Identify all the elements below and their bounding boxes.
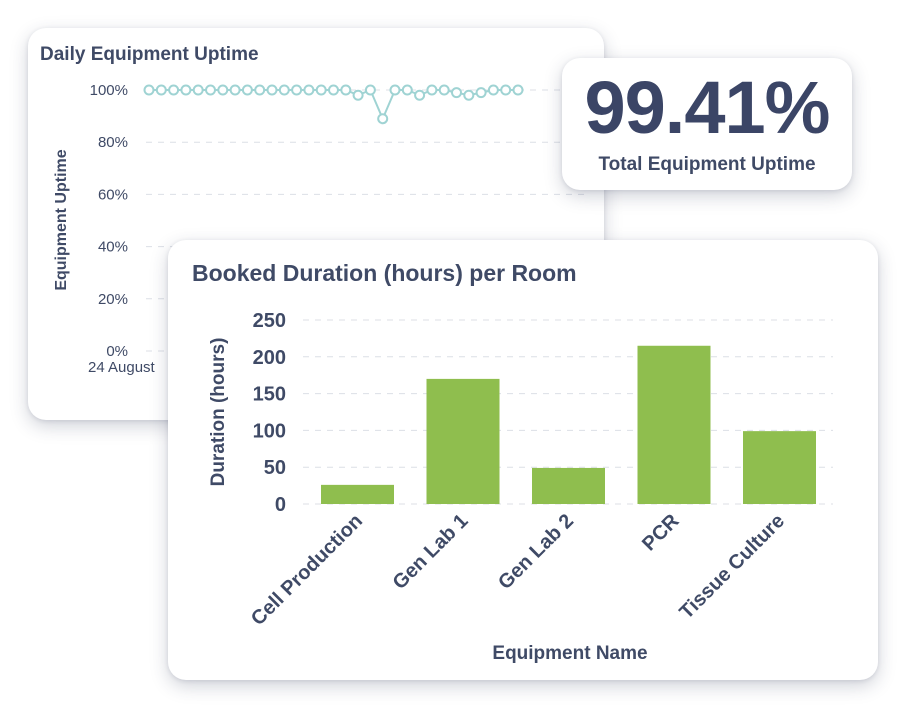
uptime-point bbox=[451, 87, 462, 99]
bar-x-tick-label: Cell Production bbox=[247, 510, 367, 630]
bar-y-tick-label: 250 bbox=[253, 310, 286, 332]
bar-card: Booked Duration (hours) per Room 0 50 100 1… bbox=[168, 240, 878, 680]
uptime-point bbox=[143, 84, 155, 96]
uptime-point bbox=[438, 84, 450, 96]
uptime-point bbox=[377, 113, 389, 125]
bar bbox=[743, 431, 816, 504]
bar-x-axis-title: Equipment Name bbox=[492, 643, 647, 664]
bar-y-tick-label: 200 bbox=[253, 347, 286, 369]
uptime-point bbox=[401, 84, 413, 96]
uptime-y-tick-label: 60% bbox=[98, 186, 128, 203]
bar-y-tick-label: 150 bbox=[253, 384, 286, 406]
bar-x-tick-label: Gen Lab 1 bbox=[389, 510, 473, 594]
uptime-point bbox=[192, 84, 204, 96]
uptime-point bbox=[254, 84, 266, 96]
bar-x-tick-label: Tissue Culture bbox=[676, 510, 790, 624]
uptime-point bbox=[352, 89, 364, 101]
kpi-card: 99.41% Total Equipment Uptime bbox=[562, 58, 852, 190]
uptime-point bbox=[205, 84, 216, 96]
bar bbox=[532, 467, 605, 504]
uptime-point bbox=[217, 84, 229, 96]
bar-y-tick-label: 100 bbox=[253, 420, 286, 442]
kpi-label: Total Equipment Uptime bbox=[598, 154, 816, 175]
bar-y-tick-label: 50 bbox=[264, 457, 286, 479]
bar bbox=[321, 484, 394, 504]
uptime-point bbox=[229, 84, 241, 96]
bar-chart: 0 50 100 150 200 250 Duration (hours) Cell Prod… bbox=[208, 310, 833, 664]
uptime-y-tick-label: 20% bbox=[98, 291, 128, 308]
bar-y-tick-label: 0 bbox=[275, 494, 286, 516]
uptime-y-tick-label: 40% bbox=[98, 239, 128, 256]
uptime-point bbox=[328, 84, 339, 96]
uptime-point bbox=[168, 84, 180, 96]
bar bbox=[426, 378, 500, 504]
uptime-point bbox=[266, 84, 278, 96]
uptime-y-tick-label: 80% bbox=[98, 134, 128, 151]
uptime-point bbox=[389, 84, 401, 96]
uptime-y-tick-label: 100% bbox=[90, 82, 128, 99]
bar bbox=[637, 345, 711, 504]
uptime-point bbox=[487, 84, 499, 96]
bar-y-axis-title: Duration (hours) bbox=[208, 338, 229, 487]
uptime-x-tick-label: 24 August bbox=[88, 359, 156, 376]
uptime-point bbox=[463, 89, 475, 101]
bar-chart-title: Booked Duration (hours) per Room bbox=[192, 260, 577, 286]
bar-x-tick-label: PCR bbox=[638, 510, 684, 556]
uptime-point bbox=[500, 84, 512, 96]
uptime-point bbox=[303, 84, 315, 96]
uptime-point bbox=[475, 87, 487, 99]
uptime-y-tick-label: 0% bbox=[106, 343, 128, 360]
uptime-point bbox=[241, 84, 253, 96]
kpi-value: 99.41% bbox=[584, 66, 831, 149]
uptime-y-axis-title: Equipment Uptime bbox=[53, 149, 70, 290]
uptime-point bbox=[291, 84, 303, 96]
bar-x-tick-label: Gen Lab 2 bbox=[494, 510, 578, 594]
uptime-point bbox=[340, 84, 352, 96]
uptime-point bbox=[315, 84, 327, 96]
uptime-point bbox=[155, 84, 167, 96]
uptime-point bbox=[414, 89, 426, 101]
uptime-point bbox=[512, 84, 524, 96]
uptime-point bbox=[364, 84, 376, 96]
uptime-point bbox=[426, 84, 438, 96]
uptime-point bbox=[180, 84, 192, 96]
uptime-point bbox=[278, 84, 290, 96]
uptime-chart-title: Daily Equipment Uptime bbox=[40, 44, 259, 65]
